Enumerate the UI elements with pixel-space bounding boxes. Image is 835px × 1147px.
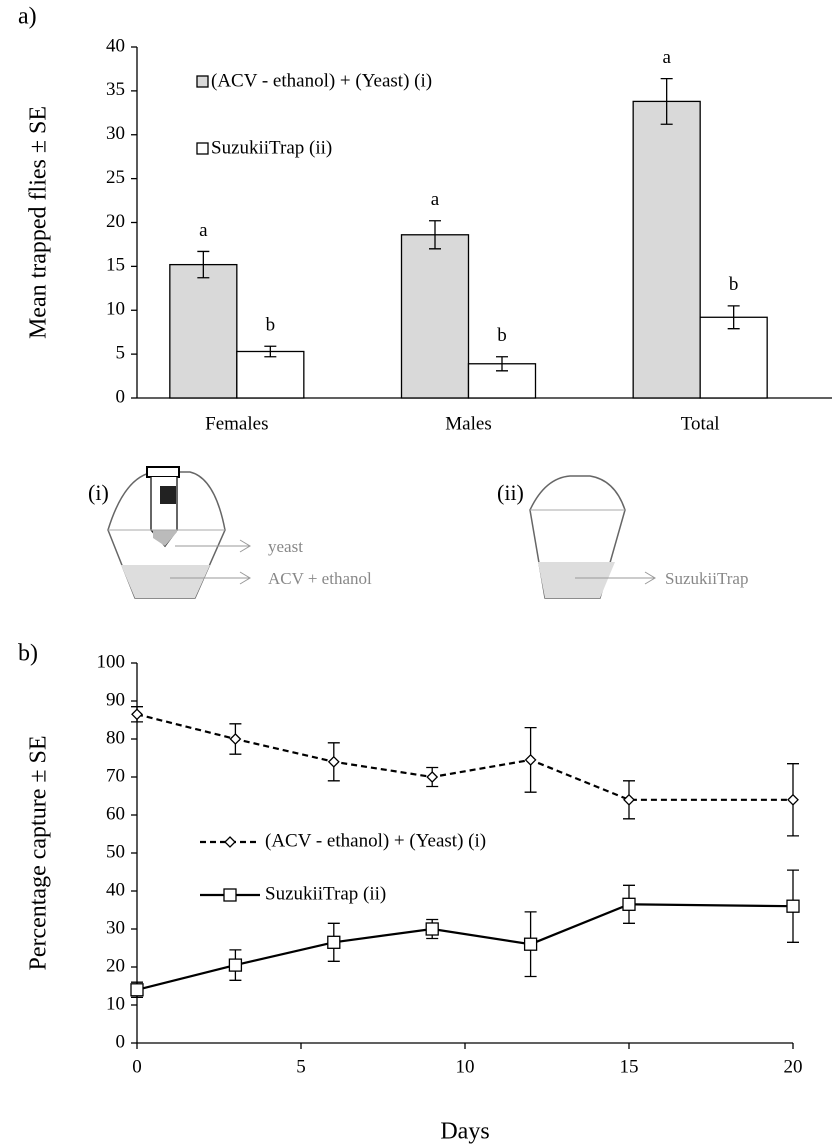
y-tick-label: 25 bbox=[106, 167, 125, 188]
significance-letter: b bbox=[266, 315, 276, 336]
diagram-label: (i) bbox=[88, 480, 109, 505]
y-tick-label: 70 bbox=[106, 765, 125, 786]
error-bar bbox=[660, 77, 673, 125]
diagram-text: ACV + ethanol bbox=[268, 569, 372, 588]
significance-letter: b bbox=[497, 325, 507, 346]
marker bbox=[224, 836, 236, 848]
y-tick-label: 35 bbox=[106, 79, 125, 100]
y-tick-label: 100 bbox=[97, 651, 126, 672]
significance-letter: a bbox=[662, 47, 671, 68]
diagram-text: SuzukiiTrap bbox=[665, 569, 748, 588]
x-tick-label: Total bbox=[681, 413, 720, 434]
bar bbox=[467, 363, 537, 399]
y-axis-title: Percentage capture ± SE bbox=[26, 735, 52, 970]
y-tick-label: 10 bbox=[106, 993, 125, 1014]
error-bar bbox=[727, 305, 740, 330]
y-tick-label: 50 bbox=[106, 841, 125, 862]
legend-label: (ACV - ethanol) + (Yeast) (i) bbox=[265, 830, 486, 851]
marker bbox=[786, 899, 800, 913]
trap-diagrams: (i) yeast ACV + ethanol (ii) SuzukiiTrap bbox=[88, 466, 748, 599]
y-tick-label: 20 bbox=[106, 955, 125, 976]
y-tick-label: 90 bbox=[106, 689, 125, 710]
legend-swatch bbox=[196, 142, 209, 155]
trap-liquid bbox=[538, 562, 615, 598]
marker bbox=[327, 935, 341, 949]
y-tick-label: 5 bbox=[116, 342, 126, 363]
error-bar bbox=[496, 356, 508, 372]
y-tick-label: 30 bbox=[106, 123, 125, 144]
error-bar bbox=[264, 345, 277, 358]
tube-yeast bbox=[153, 530, 177, 546]
panel-label: b) bbox=[18, 641, 38, 667]
marker bbox=[223, 888, 237, 902]
trap-liquid bbox=[121, 565, 210, 598]
arrow-head bbox=[239, 571, 251, 585]
marker bbox=[130, 983, 144, 997]
diagram-label: (ii) bbox=[497, 480, 524, 505]
marker bbox=[425, 922, 439, 936]
error-bar bbox=[197, 250, 210, 279]
x-tick-label: 20 bbox=[784, 1056, 803, 1077]
legend-label: SuzukiiTrap (ii) bbox=[211, 137, 332, 158]
x-tick-label: 10 bbox=[456, 1056, 475, 1077]
error-bar bbox=[429, 220, 441, 250]
y-tick-label: 40 bbox=[106, 35, 125, 56]
y-tick-label: 60 bbox=[106, 803, 125, 824]
y-tick-label: 80 bbox=[106, 727, 125, 748]
y-tick-label: 30 bbox=[106, 917, 125, 938]
tube-cap bbox=[146, 466, 180, 478]
y-tick-label: 15 bbox=[106, 255, 125, 276]
marker bbox=[523, 937, 538, 951]
bar bbox=[632, 100, 701, 399]
y-tick-label: 0 bbox=[116, 386, 126, 407]
bar bbox=[169, 263, 238, 399]
x-tick-label: 15 bbox=[620, 1056, 639, 1077]
bar bbox=[236, 350, 305, 399]
marker bbox=[131, 708, 143, 721]
x-axis-title: Days bbox=[440, 1119, 489, 1145]
panel-label: a) bbox=[18, 4, 37, 30]
x-tick-label: Females bbox=[205, 413, 268, 434]
legend-label: SuzukiiTrap (ii) bbox=[265, 883, 386, 904]
marker bbox=[228, 958, 243, 972]
bar bbox=[400, 234, 470, 399]
marker bbox=[622, 897, 636, 911]
x-tick-label: 5 bbox=[296, 1056, 306, 1077]
y-tick-label: 10 bbox=[106, 299, 125, 320]
arrow-head bbox=[239, 539, 251, 553]
marker bbox=[229, 733, 242, 745]
significance-letter: b bbox=[729, 274, 739, 295]
tube-plug bbox=[160, 486, 176, 504]
bar bbox=[699, 316, 768, 399]
marker bbox=[426, 771, 439, 783]
x-tick-label: Males bbox=[445, 413, 491, 434]
y-tick-label: 20 bbox=[106, 211, 125, 232]
marker bbox=[327, 755, 340, 768]
legend-label: (ACV - ethanol) + (Yeast) (i) bbox=[211, 70, 432, 91]
x-tick-label: 0 bbox=[132, 1056, 142, 1077]
y-tick-label: 40 bbox=[106, 879, 125, 900]
y-axis-title: Mean trapped flies ± SE bbox=[26, 106, 52, 339]
significance-letter: a bbox=[199, 220, 208, 241]
marker bbox=[524, 753, 537, 766]
legend-swatch bbox=[196, 75, 209, 88]
y-tick-label: 0 bbox=[116, 1031, 126, 1052]
diagram-text: yeast bbox=[268, 537, 303, 556]
marker bbox=[623, 793, 635, 806]
arrow-head bbox=[644, 571, 656, 585]
significance-letter: a bbox=[431, 189, 440, 210]
marker bbox=[787, 793, 799, 806]
